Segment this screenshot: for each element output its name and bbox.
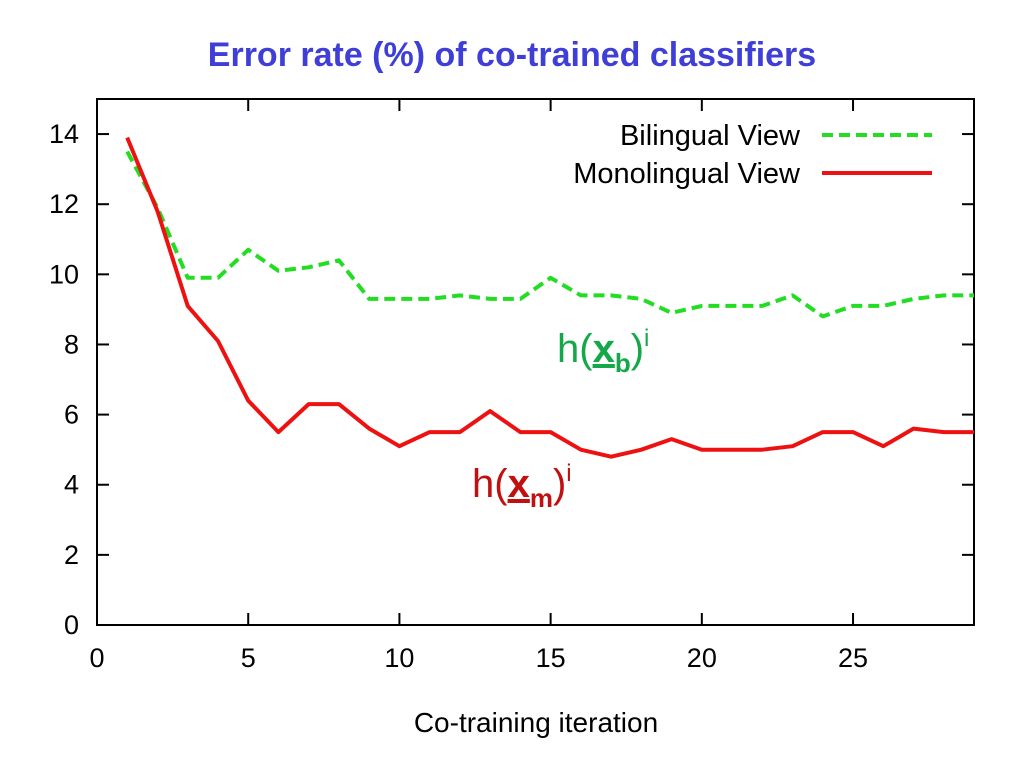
axis-ticks bbox=[96, 99, 974, 626]
annotation-monolingual-sup: i bbox=[566, 460, 571, 487]
annotation-bilingual-x: x bbox=[593, 327, 615, 371]
y-tick-label: 6 bbox=[64, 400, 79, 430]
annotation-monolingual-suffix: ) bbox=[553, 462, 566, 506]
y-tick-label: 12 bbox=[49, 189, 79, 219]
y-tick-label: 14 bbox=[49, 119, 79, 149]
annotation-bilingual-suffix: ) bbox=[631, 327, 644, 371]
annotation-bilingual-sub: b bbox=[615, 348, 631, 378]
series-lines bbox=[125, 136, 974, 459]
y-tick-label: 8 bbox=[64, 329, 79, 359]
x-tick-label: 0 bbox=[89, 643, 104, 673]
legend: Bilingual View Monolingual View bbox=[573, 120, 932, 190]
x-tick-label: 25 bbox=[838, 643, 868, 673]
legend-label: Monolingual View bbox=[573, 158, 801, 190]
legend-label: Bilingual View bbox=[620, 120, 801, 152]
series-line-monolingual-view bbox=[125, 136, 974, 459]
x-tick-label: 15 bbox=[536, 643, 566, 673]
annotation-monolingual-x: x bbox=[508, 462, 530, 506]
annotation-bilingual-sup: i bbox=[644, 325, 649, 352]
y-tick-label: 10 bbox=[49, 259, 79, 289]
annotation-monolingual-prefix: h( bbox=[472, 462, 508, 506]
annotation-monolingual-sub: m bbox=[530, 483, 553, 513]
annotation-monolingual: h(xm)i bbox=[472, 460, 572, 513]
tick-labels: 0 2 4 6 8 10 12 14 0 5 10 15 20 25 bbox=[49, 119, 868, 673]
series-line-bilingual-view bbox=[125, 150, 974, 319]
x-axis-label: Co-training iteration bbox=[414, 707, 658, 738]
annotation-bilingual: h(xb)i bbox=[557, 325, 649, 378]
chart-title: Error rate (%) of co-trained classifiers bbox=[207, 36, 817, 74]
x-tick-label: 10 bbox=[384, 643, 414, 673]
x-tick-label: 20 bbox=[687, 643, 717, 673]
y-tick-label: 4 bbox=[64, 470, 79, 500]
plot-frame bbox=[96, 98, 975, 626]
y-tick-label: 2 bbox=[64, 540, 79, 570]
x-tick-label: 5 bbox=[241, 643, 256, 673]
y-tick-label: 0 bbox=[64, 610, 79, 640]
annotation-bilingual-prefix: h( bbox=[557, 327, 593, 371]
